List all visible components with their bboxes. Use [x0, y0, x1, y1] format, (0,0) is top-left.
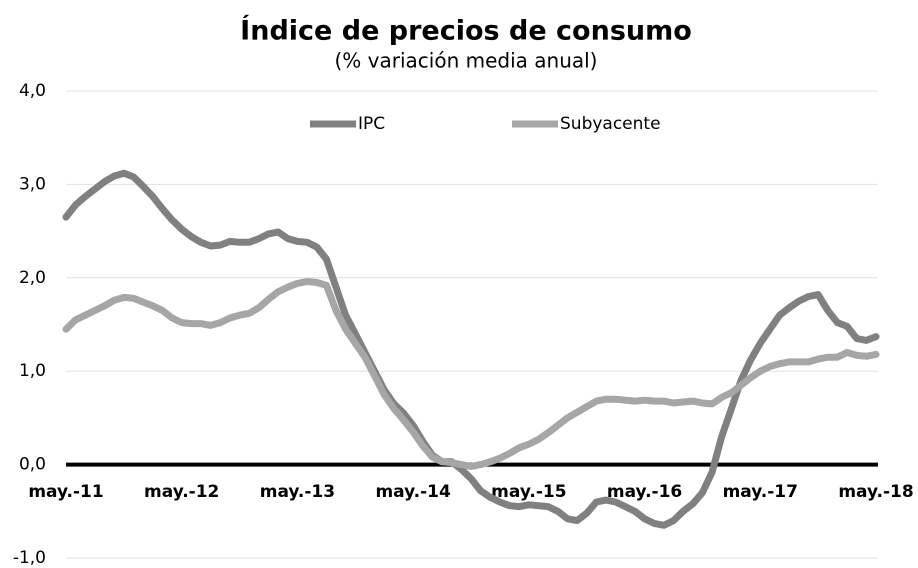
x-tick-label: may.-16: [607, 482, 682, 502]
series-line: [62, 169, 880, 529]
x-tick-label: may.-13: [260, 482, 335, 502]
chart-title: Índice de precios de consumo: [240, 15, 692, 47]
x-tick-label: may.-15: [491, 482, 566, 502]
x-tick-label: may.-17: [723, 482, 798, 502]
y-tick-label: -1,0: [13, 548, 46, 568]
y-tick-label: 1,0: [19, 361, 46, 381]
y-tick-label: 2,0: [19, 268, 46, 288]
x-tick-label: may.-11: [28, 482, 103, 502]
y-tick-label: 3,0: [19, 174, 46, 194]
x-tick-label: may.-18: [838, 482, 913, 502]
chart-subtitle: (% variación media anual): [335, 49, 598, 73]
series-line: [62, 278, 880, 470]
legend-label: Subyacente: [560, 114, 661, 134]
x-tick-label: may.-12: [144, 482, 219, 502]
y-tick-label: 0,0: [19, 455, 46, 475]
legend-label: IPC: [358, 114, 385, 134]
x-tick-label: may.-14: [375, 482, 451, 502]
y-tick-label: 4,0: [19, 81, 46, 101]
